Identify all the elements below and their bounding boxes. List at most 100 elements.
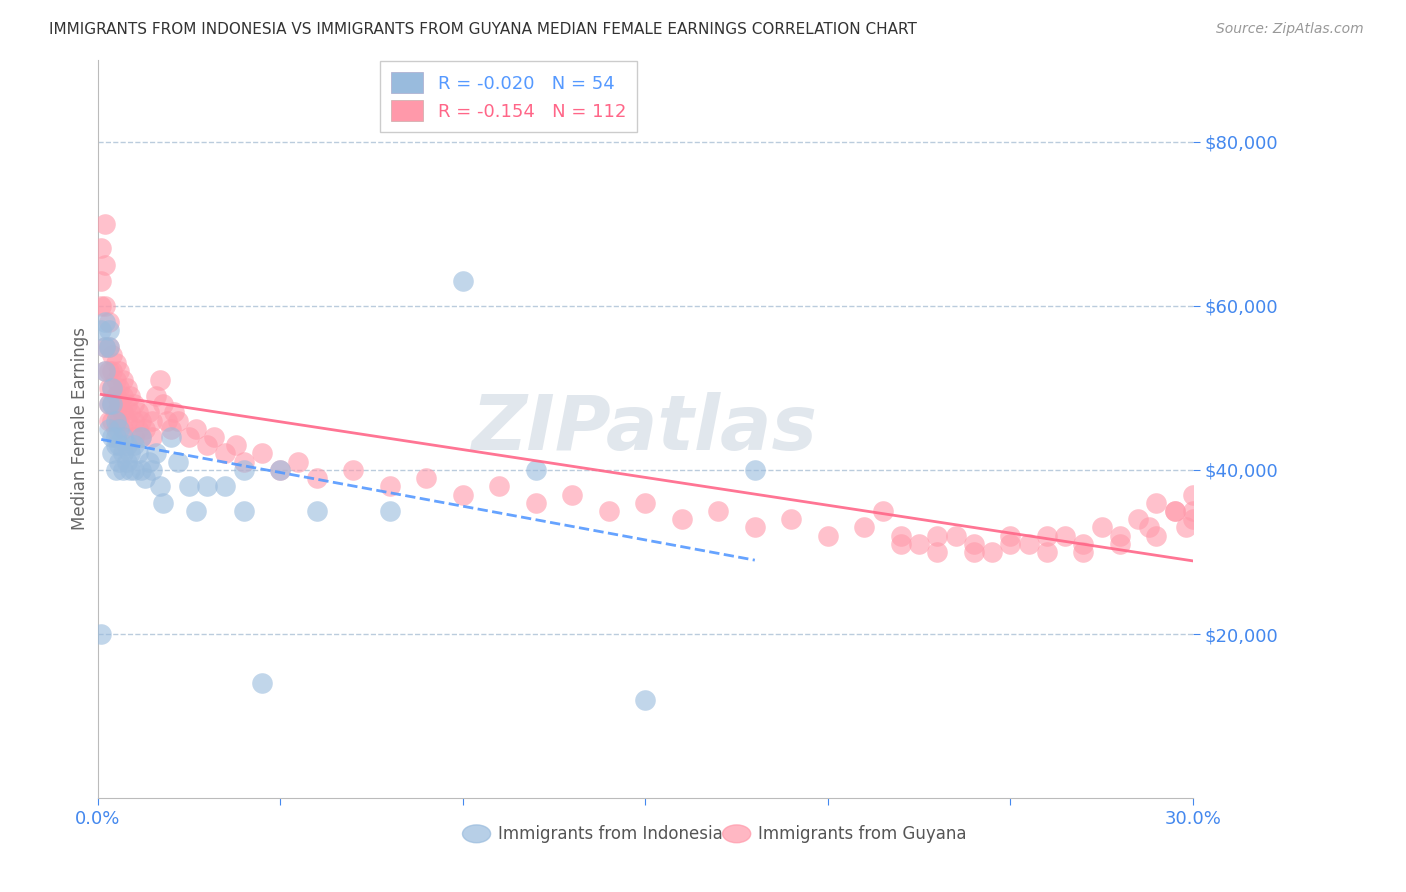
- Point: [671, 512, 693, 526]
- Point: [451, 274, 474, 288]
- Point: [101, 381, 124, 395]
- Point: [94, 315, 117, 329]
- Point: [1174, 520, 1197, 534]
- Point: [101, 397, 124, 411]
- Point: [195, 479, 218, 493]
- Point: [451, 487, 474, 501]
- Point: [908, 537, 931, 551]
- Point: [1163, 504, 1185, 518]
- Point: [634, 692, 657, 706]
- Point: [131, 414, 153, 428]
- Point: [97, 340, 120, 354]
- Point: [104, 356, 127, 370]
- Point: [305, 471, 328, 485]
- Point: [101, 397, 124, 411]
- Point: [134, 471, 156, 485]
- Point: [97, 323, 120, 337]
- Point: [101, 414, 124, 428]
- Point: [250, 446, 273, 460]
- Point: [927, 545, 949, 559]
- Point: [97, 414, 120, 428]
- Point: [104, 438, 127, 452]
- Point: [101, 364, 124, 378]
- Point: [112, 373, 135, 387]
- Point: [145, 389, 167, 403]
- Point: [287, 455, 309, 469]
- Point: [149, 479, 172, 493]
- Point: [195, 438, 218, 452]
- Point: [250, 676, 273, 690]
- Point: [1073, 537, 1095, 551]
- Point: [1109, 537, 1132, 551]
- Point: [94, 340, 117, 354]
- Point: [156, 414, 179, 428]
- Point: [167, 414, 190, 428]
- Point: [141, 414, 163, 428]
- Point: [127, 446, 149, 460]
- Text: IMMIGRANTS FROM INDONESIA VS IMMIGRANTS FROM GUYANA MEDIAN FEMALE EARNINGS CORRE: IMMIGRANTS FROM INDONESIA VS IMMIGRANTS …: [49, 22, 917, 37]
- Point: [1128, 512, 1150, 526]
- Point: [167, 455, 190, 469]
- Point: [90, 627, 112, 641]
- Point: [115, 438, 138, 452]
- Point: [214, 479, 236, 493]
- Point: [108, 455, 131, 469]
- Point: [1018, 537, 1040, 551]
- Point: [112, 422, 135, 436]
- Point: [1091, 520, 1114, 534]
- Point: [131, 430, 153, 444]
- Point: [104, 414, 127, 428]
- Point: [177, 479, 200, 493]
- Point: [232, 455, 254, 469]
- Point: [149, 373, 172, 387]
- Point: [225, 438, 247, 452]
- Point: [561, 487, 583, 501]
- Point: [101, 446, 124, 460]
- Point: [214, 446, 236, 460]
- Point: [488, 479, 510, 493]
- Point: [112, 463, 135, 477]
- Point: [90, 274, 112, 288]
- Point: [127, 405, 149, 419]
- Point: [232, 463, 254, 477]
- Point: [120, 463, 142, 477]
- Point: [90, 323, 112, 337]
- Point: [872, 504, 894, 518]
- Point: [232, 504, 254, 518]
- Point: [780, 512, 803, 526]
- Point: [1146, 528, 1168, 542]
- Point: [1000, 528, 1022, 542]
- Point: [94, 258, 117, 272]
- Point: [97, 315, 120, 329]
- Point: [342, 463, 364, 477]
- Point: [122, 438, 145, 452]
- Text: ZIPatlas: ZIPatlas: [472, 392, 818, 466]
- Point: [108, 397, 131, 411]
- Point: [141, 463, 163, 477]
- Point: [108, 414, 131, 428]
- Point: [145, 446, 167, 460]
- Point: [97, 381, 120, 395]
- Point: [97, 340, 120, 354]
- Point: [524, 463, 547, 477]
- Point: [108, 438, 131, 452]
- Point: [94, 364, 117, 378]
- Point: [90, 241, 112, 255]
- Point: [104, 422, 127, 436]
- Point: [97, 422, 120, 436]
- Point: [94, 299, 117, 313]
- Point: [415, 471, 437, 485]
- Point: [97, 364, 120, 378]
- Point: [127, 422, 149, 436]
- Point: [186, 422, 208, 436]
- Text: Immigrants from Indonesia: Immigrants from Indonesia: [498, 825, 723, 843]
- Point: [707, 504, 730, 518]
- Point: [115, 455, 138, 469]
- Point: [101, 348, 124, 362]
- Point: [104, 405, 127, 419]
- Point: [945, 528, 967, 542]
- Point: [1109, 528, 1132, 542]
- Point: [1181, 487, 1204, 501]
- Point: [963, 537, 986, 551]
- Point: [108, 364, 131, 378]
